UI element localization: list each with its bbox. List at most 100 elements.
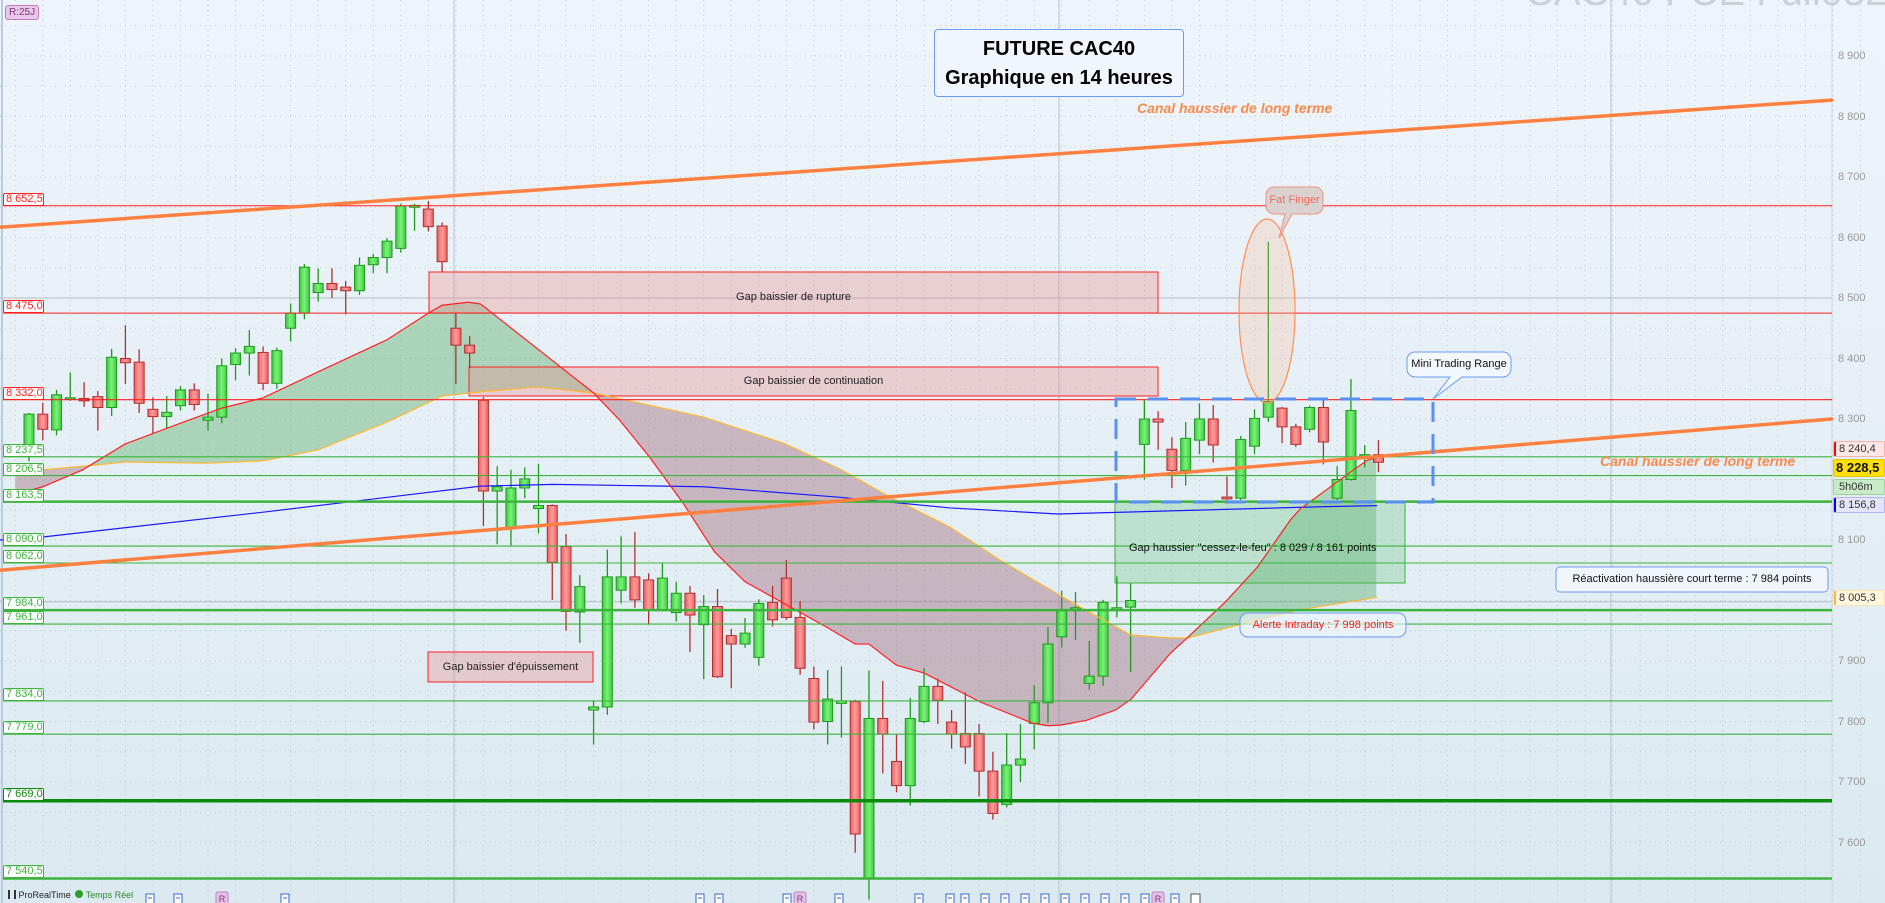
bullish-candle[interactable] — [1249, 409, 1261, 455]
bullish-candle[interactable] — [863, 670, 875, 900]
channel-lower-line[interactable] — [0, 417, 1834, 572]
bearish-candle[interactable] — [1166, 437, 1178, 488]
bullish-candle[interactable] — [1125, 583, 1137, 672]
document-icon[interactable] — [695, 893, 705, 903]
bearish-candle[interactable] — [987, 751, 999, 820]
bearish-candle[interactable] — [147, 397, 159, 434]
bullish-candle[interactable] — [106, 348, 118, 416]
document-icon[interactable] — [1080, 893, 1090, 903]
bullish-candle[interactable] — [243, 330, 255, 376]
bearish-candle[interactable] — [1221, 476, 1233, 501]
bearish-candle[interactable] — [464, 336, 476, 369]
bullish-candle[interactable] — [161, 396, 173, 429]
bearish-candle[interactable] — [257, 346, 269, 390]
bullish-candle[interactable] — [51, 389, 63, 436]
bullish-candle[interactable] — [271, 347, 283, 389]
document-icon[interactable] — [1100, 893, 1110, 903]
bullish-candle[interactable] — [918, 668, 930, 724]
bullish-candle[interactable] — [1138, 399, 1150, 480]
price-level-label[interactable]: 8 652,5 — [3, 193, 44, 206]
bullish-candle[interactable] — [1042, 627, 1054, 723]
bearish-candle[interactable] — [340, 281, 352, 315]
info-box-icon[interactable] — [1190, 893, 1201, 903]
r-badge-icon[interactable]: R — [793, 891, 807, 903]
bearish-candle[interactable] — [1317, 399, 1329, 465]
bullish-candle[interactable] — [1345, 379, 1357, 481]
bullish-candle[interactable] — [491, 466, 503, 545]
document-icon[interactable] — [1140, 893, 1150, 903]
bearish-candle[interactable] — [1276, 406, 1288, 444]
bearish-candle[interactable] — [119, 325, 131, 384]
document-icon[interactable] — [1040, 893, 1050, 903]
bullish-candle[interactable] — [519, 467, 531, 499]
bullish-candle[interactable] — [670, 581, 682, 622]
price-level-label[interactable]: 8 206,5 — [3, 463, 44, 476]
bullish-candle[interactable] — [409, 203, 421, 231]
channel-upper-line[interactable] — [0, 98, 1834, 229]
bullish-candle[interactable] — [395, 203, 407, 253]
price-level-label[interactable]: 7 961,0 — [3, 611, 44, 624]
bullish-candle[interactable] — [532, 463, 544, 534]
bearish-candle[interactable] — [37, 402, 49, 441]
bullish-candle[interactable] — [298, 264, 310, 320]
bearish-candle[interactable] — [725, 628, 737, 689]
bullish-candle[interactable] — [1097, 599, 1109, 686]
price-level-label[interactable]: 8 163,5 — [3, 489, 44, 502]
gap-epuisement-zone[interactable] — [427, 651, 594, 683]
bearish-candle[interactable] — [891, 734, 903, 793]
price-level-label[interactable]: 8 475,0 — [3, 300, 44, 313]
r-badge-icon[interactable]: R — [1151, 891, 1165, 903]
bullish-candle[interactable] — [285, 303, 297, 342]
price-level-label[interactable]: 8 090,0 — [3, 533, 44, 546]
document-icon[interactable] — [1060, 893, 1070, 903]
document-icon[interactable] — [714, 893, 724, 903]
bearish-candle[interactable] — [1152, 411, 1164, 450]
bullish-candle[interactable] — [1331, 466, 1343, 501]
bearish-candle[interactable] — [973, 723, 985, 797]
r-badge-icon[interactable]: R — [215, 891, 229, 903]
price-level-label[interactable]: 7 540,5 — [3, 865, 44, 878]
bearish-candle[interactable] — [959, 692, 971, 764]
bearish-candle[interactable] — [92, 391, 104, 431]
bearish-candle[interactable] — [1207, 405, 1219, 463]
document-icon[interactable] — [782, 893, 792, 903]
bullish-candle[interactable] — [739, 618, 751, 648]
document-icon[interactable] — [834, 893, 844, 903]
bearish-candle[interactable] — [450, 313, 462, 384]
bullish-candle[interactable] — [1304, 405, 1316, 433]
bearish-candle[interactable] — [794, 601, 806, 675]
bullish-candle[interactable] — [1083, 641, 1095, 690]
bearish-candle[interactable] — [1290, 423, 1302, 447]
document-icon[interactable] — [173, 893, 183, 903]
bullish-candle[interactable] — [1014, 723, 1026, 782]
bearish-candle[interactable] — [712, 589, 723, 678]
document-icon[interactable] — [980, 893, 990, 903]
bearish-candle[interactable] — [560, 533, 572, 631]
bullish-candle[interactable] — [230, 348, 242, 381]
bullish-candle[interactable] — [1180, 422, 1192, 486]
bearish-candle[interactable] — [133, 349, 145, 413]
bearish-candle[interactable] — [78, 382, 90, 407]
bullish-candle[interactable] — [822, 670, 834, 745]
bullish-candle[interactable] — [615, 536, 627, 604]
bullish-candle[interactable] — [835, 666, 847, 738]
document-icon[interactable] — [1170, 893, 1180, 903]
bullish-candle[interactable] — [601, 549, 613, 715]
bearish-candle[interactable] — [436, 222, 448, 272]
price-level-label[interactable]: 7 834,0 — [3, 688, 44, 701]
document-icon[interactable] — [145, 893, 155, 903]
mini-trading-range-box[interactable] — [1114, 397, 1435, 504]
document-icon[interactable] — [1020, 893, 1030, 903]
price-level-label[interactable]: 7 669,0 — [3, 788, 44, 801]
bearish-candle[interactable] — [477, 397, 489, 527]
document-icon[interactable] — [280, 893, 290, 903]
bullish-candle[interactable] — [1001, 732, 1013, 808]
bullish-candle[interactable] — [656, 562, 668, 611]
bearish-candle[interactable] — [546, 504, 558, 600]
document-icon[interactable] — [1000, 893, 1010, 903]
bullish-candle[interactable] — [216, 358, 228, 424]
bearish-candle[interactable] — [188, 383, 200, 411]
gap-continuation-zone[interactable] — [468, 366, 1159, 397]
range-badge[interactable]: R:25J — [5, 5, 40, 20]
bullish-candle[interactable] — [698, 595, 710, 680]
